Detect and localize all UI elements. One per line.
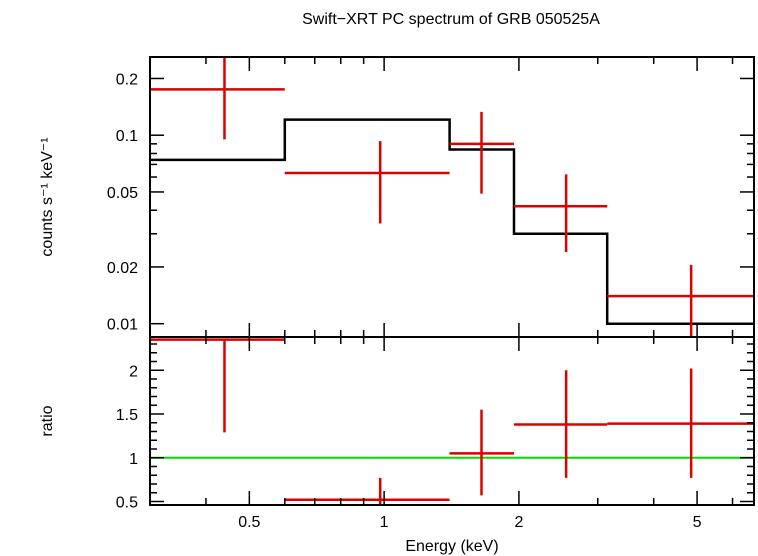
data-point <box>607 264 754 337</box>
y-tick-label: 2 <box>129 363 138 380</box>
data-point <box>607 368 754 478</box>
ratio-panel: 0.5 1 2 5 2 1.5 1 0.5 ratio Energy (keV) <box>39 336 755 555</box>
chart-title: Swift−XRT PC spectrum of GRB 050525A <box>302 11 600 28</box>
y-tick-label: 0.05 <box>107 185 138 202</box>
model-step-path <box>150 118 754 325</box>
data-point <box>449 111 514 194</box>
y-tick-label: 0.5 <box>116 495 138 512</box>
model-step-line <box>150 118 754 325</box>
ratio-axis-ticks: 0.5 1 2 5 2 1.5 1 0.5 <box>116 337 754 531</box>
x-tick-label: 1 <box>380 514 389 531</box>
y-tick-label: 0.1 <box>116 128 138 145</box>
ratio-panel-frame <box>149 336 755 506</box>
data-point <box>284 477 450 505</box>
data-point <box>449 409 514 496</box>
y-tick-label: 1 <box>129 451 138 468</box>
x-tick-label: 5 <box>693 514 702 531</box>
y-tick-label: 0.01 <box>107 317 138 334</box>
ratio-data-points <box>150 338 754 505</box>
x-tick-label: 2 <box>514 514 523 531</box>
x-tick-label: 0.5 <box>238 514 260 531</box>
data-point <box>284 141 450 224</box>
spectrum-panel: 0.2 0.1 0.05 0.02 0.01 counts s⁻¹ keV⁻¹ <box>39 56 755 338</box>
spectrum-data-points <box>150 57 754 337</box>
y-tick-label: 1.5 <box>116 407 138 424</box>
data-point <box>513 174 608 253</box>
ratio-y-axis-label: ratio <box>39 405 56 436</box>
spectrum-axis-ticks: 0.2 0.1 0.05 0.02 0.01 <box>107 57 754 337</box>
y-tick-label: 0.02 <box>107 260 138 277</box>
data-point <box>150 338 285 433</box>
x-axis-label: Energy (keV) <box>405 538 498 555</box>
y-tick-label: 0.2 <box>116 71 138 88</box>
spectrum-y-axis-label: counts s⁻¹ keV⁻¹ <box>39 137 56 256</box>
data-point <box>150 57 285 140</box>
data-point <box>513 370 608 478</box>
